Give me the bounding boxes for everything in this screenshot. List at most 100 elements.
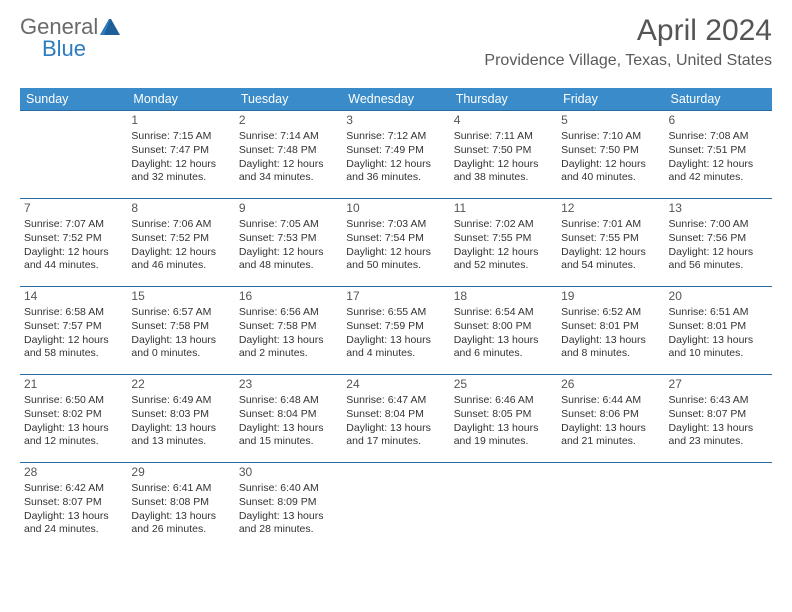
calendar-day-cell: 22Sunrise: 6:49 AMSunset: 8:03 PMDayligh… — [127, 375, 234, 463]
day-number: 28 — [24, 465, 123, 481]
logo-word-2: Blue — [42, 36, 86, 61]
day-d1: Daylight: 13 hours — [131, 334, 230, 348]
day-sunset: Sunset: 7:50 PM — [454, 144, 553, 158]
calendar-empty-cell — [450, 463, 557, 551]
day-d2: and 15 minutes. — [239, 435, 338, 449]
day-sunrise: Sunrise: 7:00 AM — [669, 218, 768, 232]
day-d2: and 36 minutes. — [346, 171, 445, 185]
day-sunset: Sunset: 8:02 PM — [24, 408, 123, 422]
calendar-day-cell: 18Sunrise: 6:54 AMSunset: 8:00 PMDayligh… — [450, 287, 557, 375]
calendar-week-row: 1Sunrise: 7:15 AMSunset: 7:47 PMDaylight… — [20, 111, 772, 199]
day-d2: and 50 minutes. — [346, 259, 445, 273]
day-number: 2 — [239, 113, 338, 129]
day-sunrise: Sunrise: 7:12 AM — [346, 130, 445, 144]
location-subtitle: Providence Village, Texas, United States — [484, 52, 772, 70]
day-sunset: Sunset: 7:51 PM — [669, 144, 768, 158]
calendar-day-cell: 30Sunrise: 6:40 AMSunset: 8:09 PMDayligh… — [235, 463, 342, 551]
day-sunrise: Sunrise: 7:15 AM — [131, 130, 230, 144]
calendar-empty-cell — [342, 463, 449, 551]
day-sunset: Sunset: 7:54 PM — [346, 232, 445, 246]
day-number: 24 — [346, 377, 445, 393]
day-number: 8 — [131, 201, 230, 217]
day-sunset: Sunset: 8:06 PM — [561, 408, 660, 422]
page-title: April 2024 — [484, 14, 772, 48]
day-sunrise: Sunrise: 7:14 AM — [239, 130, 338, 144]
day-d1: Daylight: 12 hours — [346, 158, 445, 172]
calendar-day-cell: 8Sunrise: 7:06 AMSunset: 7:52 PMDaylight… — [127, 199, 234, 287]
day-d2: and 32 minutes. — [131, 171, 230, 185]
day-sunset: Sunset: 7:59 PM — [346, 320, 445, 334]
title-block: April 2024 Providence Village, Texas, Un… — [484, 14, 772, 70]
calendar-day-cell: 6Sunrise: 7:08 AMSunset: 7:51 PMDaylight… — [665, 111, 772, 199]
calendar-day-cell: 12Sunrise: 7:01 AMSunset: 7:55 PMDayligh… — [557, 199, 664, 287]
day-sunrise: Sunrise: 7:03 AM — [346, 218, 445, 232]
day-d2: and 56 minutes. — [669, 259, 768, 273]
day-sunset: Sunset: 8:08 PM — [131, 496, 230, 510]
logo-mark-icon — [100, 19, 120, 35]
day-number: 23 — [239, 377, 338, 393]
calendar-day-cell: 4Sunrise: 7:11 AMSunset: 7:50 PMDaylight… — [450, 111, 557, 199]
day-sunset: Sunset: 7:47 PM — [131, 144, 230, 158]
day-d2: and 28 minutes. — [239, 523, 338, 537]
day-sunrise: Sunrise: 6:43 AM — [669, 394, 768, 408]
day-d1: Daylight: 12 hours — [669, 246, 768, 260]
day-d1: Daylight: 13 hours — [131, 510, 230, 524]
calendar-day-cell: 23Sunrise: 6:48 AMSunset: 8:04 PMDayligh… — [235, 375, 342, 463]
day-number: 6 — [669, 113, 768, 129]
day-d1: Daylight: 13 hours — [24, 510, 123, 524]
day-sunrise: Sunrise: 6:55 AM — [346, 306, 445, 320]
day-sunset: Sunset: 8:01 PM — [669, 320, 768, 334]
calendar-week-row: 21Sunrise: 6:50 AMSunset: 8:02 PMDayligh… — [20, 375, 772, 463]
day-sunset: Sunset: 8:03 PM — [131, 408, 230, 422]
day-sunset: Sunset: 7:53 PM — [239, 232, 338, 246]
day-d1: Daylight: 12 hours — [561, 246, 660, 260]
day-d2: and 17 minutes. — [346, 435, 445, 449]
day-d2: and 52 minutes. — [454, 259, 553, 273]
day-d2: and 0 minutes. — [131, 347, 230, 361]
day-d1: Daylight: 12 hours — [346, 246, 445, 260]
day-sunset: Sunset: 7:50 PM — [561, 144, 660, 158]
calendar-day-cell: 10Sunrise: 7:03 AMSunset: 7:54 PMDayligh… — [342, 199, 449, 287]
day-d2: and 58 minutes. — [24, 347, 123, 361]
day-d2: and 46 minutes. — [131, 259, 230, 273]
day-sunrise: Sunrise: 7:05 AM — [239, 218, 338, 232]
calendar-day-cell: 1Sunrise: 7:15 AMSunset: 7:47 PMDaylight… — [127, 111, 234, 199]
day-number: 11 — [454, 201, 553, 217]
calendar-day-cell: 3Sunrise: 7:12 AMSunset: 7:49 PMDaylight… — [342, 111, 449, 199]
day-d2: and 34 minutes. — [239, 171, 338, 185]
day-d1: Daylight: 12 hours — [131, 246, 230, 260]
day-number: 12 — [561, 201, 660, 217]
calendar-body: 1Sunrise: 7:15 AMSunset: 7:47 PMDaylight… — [20, 111, 772, 551]
day-d2: and 24 minutes. — [24, 523, 123, 537]
day-number: 27 — [669, 377, 768, 393]
day-d1: Daylight: 13 hours — [239, 334, 338, 348]
day-d1: Daylight: 13 hours — [454, 422, 553, 436]
day-number: 9 — [239, 201, 338, 217]
calendar-day-cell: 16Sunrise: 6:56 AMSunset: 7:58 PMDayligh… — [235, 287, 342, 375]
day-sunrise: Sunrise: 6:42 AM — [24, 482, 123, 496]
day-sunset: Sunset: 8:04 PM — [346, 408, 445, 422]
day-d2: and 54 minutes. — [561, 259, 660, 273]
calendar-day-cell: 24Sunrise: 6:47 AMSunset: 8:04 PMDayligh… — [342, 375, 449, 463]
day-sunrise: Sunrise: 7:02 AM — [454, 218, 553, 232]
day-d1: Daylight: 13 hours — [346, 334, 445, 348]
day-number: 10 — [346, 201, 445, 217]
day-d1: Daylight: 12 hours — [239, 158, 338, 172]
calendar-head: SundayMondayTuesdayWednesdayThursdayFrid… — [20, 88, 772, 111]
day-sunrise: Sunrise: 6:57 AM — [131, 306, 230, 320]
day-d1: Daylight: 13 hours — [669, 334, 768, 348]
day-sunrise: Sunrise: 6:47 AM — [346, 394, 445, 408]
calendar-week-row: 7Sunrise: 7:07 AMSunset: 7:52 PMDaylight… — [20, 199, 772, 287]
calendar-day-cell: 5Sunrise: 7:10 AMSunset: 7:50 PMDaylight… — [557, 111, 664, 199]
day-d1: Daylight: 12 hours — [24, 246, 123, 260]
day-d1: Daylight: 12 hours — [454, 246, 553, 260]
calendar-day-cell: 29Sunrise: 6:41 AMSunset: 8:08 PMDayligh… — [127, 463, 234, 551]
day-sunset: Sunset: 7:58 PM — [131, 320, 230, 334]
day-sunrise: Sunrise: 6:52 AM — [561, 306, 660, 320]
day-d2: and 6 minutes. — [454, 347, 553, 361]
day-sunrise: Sunrise: 6:56 AM — [239, 306, 338, 320]
day-number: 17 — [346, 289, 445, 305]
day-sunrise: Sunrise: 7:08 AM — [669, 130, 768, 144]
day-d1: Daylight: 13 hours — [24, 422, 123, 436]
calendar-day-cell: 2Sunrise: 7:14 AMSunset: 7:48 PMDaylight… — [235, 111, 342, 199]
